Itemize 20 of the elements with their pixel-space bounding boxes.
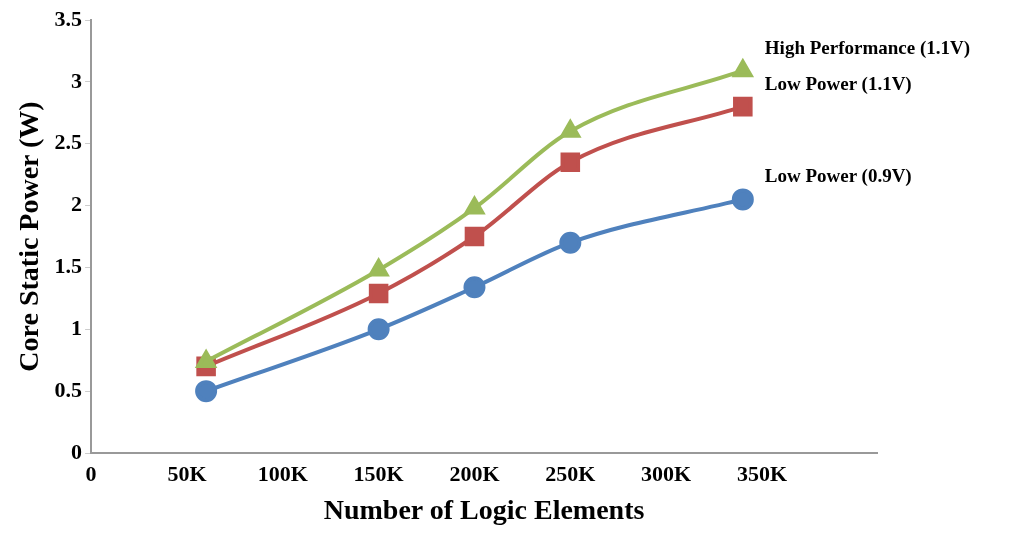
series-label: High Performance (1.1V) (764, 36, 971, 59)
y-tick-label: 3 (71, 67, 83, 93)
y-tick-label: 1.5 (54, 253, 83, 279)
y-tick-label: 2 (71, 191, 83, 217)
y-axis-title: Core Static Power (W) (13, 101, 45, 372)
y-tick-label: 0 (71, 438, 83, 464)
x-tick-label: 300K (641, 460, 692, 486)
series-label: Low Power (1.1V) (764, 72, 912, 95)
x-tick-label: 250K (545, 460, 596, 486)
series-label: Low Power (0.9V) (764, 165, 912, 188)
x-tick-label: 200K (449, 460, 500, 486)
x-tick-label: 50K (167, 460, 207, 486)
x-axis-title: Number of Logic Elements (323, 494, 645, 526)
y-tick-label: 2.5 (54, 129, 83, 155)
x-tick-label: 350K (736, 460, 788, 486)
x-tick-label: 150K (353, 460, 404, 486)
y-tick-label: 0.5 (54, 376, 83, 402)
y-tick-label: 3.5 (54, 5, 83, 31)
x-tick-label: 100K (257, 460, 308, 486)
y-tick-label: 1 (71, 314, 83, 340)
